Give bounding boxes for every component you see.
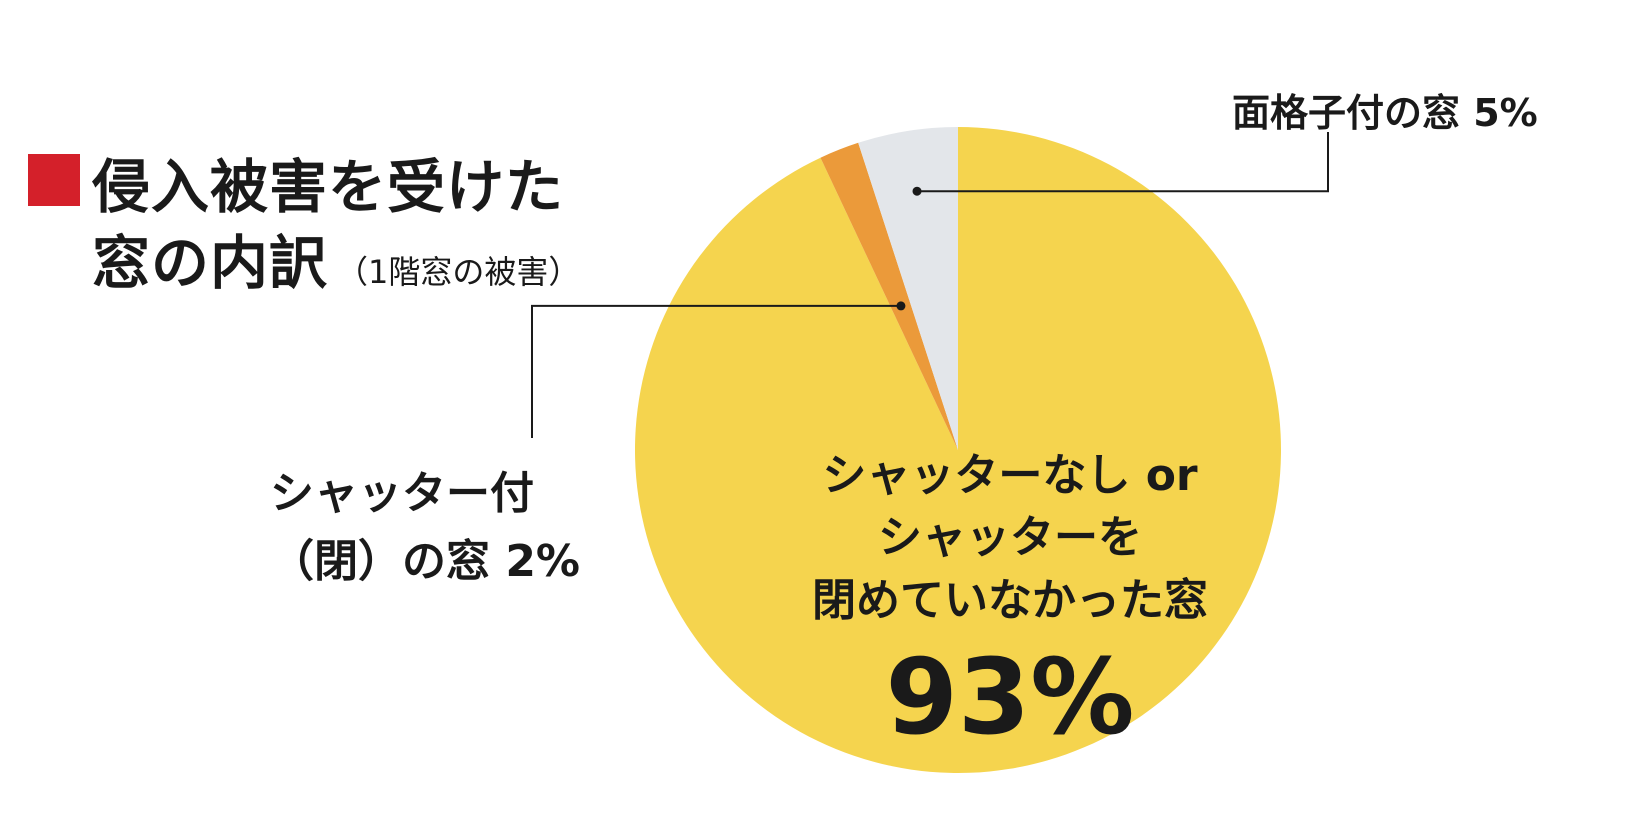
label-shutter-line-1: シャッター付 xyxy=(270,468,534,519)
leader-lines xyxy=(531,132,1329,438)
label-shutter-window: シャッター付 （閉）の窓 2% xyxy=(270,460,580,596)
pie-slice-no-shutter xyxy=(634,127,1281,773)
label-shutter-line-2: （閉）の窓 2% xyxy=(270,536,581,588)
title-marker xyxy=(28,154,80,206)
leader-line-shutter-dot xyxy=(896,301,906,311)
label-lattice-window: 面格子付の窓 5% xyxy=(1232,91,1538,135)
pie-slice-lattice xyxy=(858,127,958,450)
label-main-line-3: 閉めていなかった窓 xyxy=(812,574,1208,626)
leader-line-lattice xyxy=(917,132,1329,193)
label-no-shutter-window: シャッターなし or シャッターを 閉めていなかった窓 93% xyxy=(760,445,1260,758)
title-line-1: 侵入被害を受けた xyxy=(92,153,565,221)
pie-slices xyxy=(634,127,1281,773)
title-line-2: 窓の内訳 （1階窓の被害） xyxy=(92,216,580,300)
label-main-line-2: シャッターを xyxy=(878,512,1142,564)
title-subtitle: （1階窓の被害） xyxy=(336,253,581,291)
leader-line-lattice-dot xyxy=(912,186,922,196)
pie-slice-shutter-closed xyxy=(820,142,958,450)
title-line-2-text: 窓の内訳 xyxy=(92,229,329,297)
label-main-line-1: シャッターなし or xyxy=(822,450,1198,501)
leader-line-shutter xyxy=(531,304,901,438)
label-main-value: 93% xyxy=(885,636,1135,759)
